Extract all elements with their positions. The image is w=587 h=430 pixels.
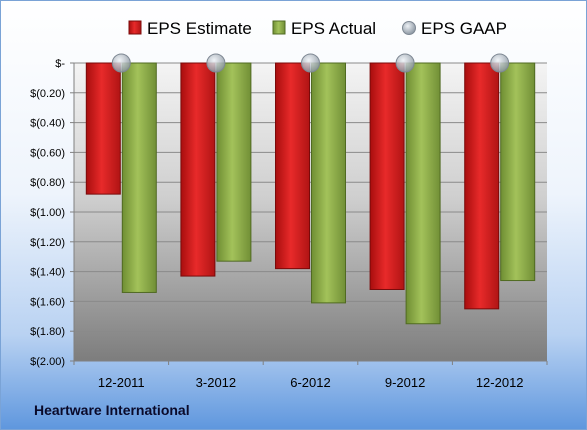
bars <box>85 53 536 325</box>
marker-eps-gaap <box>395 53 415 73</box>
legend-label: EPS Actual <box>291 19 376 38</box>
y-axis: $- $(0.20) $(0.40) $(0.60) $(0.80) $(1.00) $(1… <box>30 58 75 368</box>
y-tick-label: $(1.00) <box>30 207 65 219</box>
bar-eps-estimate <box>369 62 405 290</box>
y-tick-label: $(1.40) <box>30 267 65 279</box>
x-axis: 12-2011 3-2012 6-2012 9-2012 12-2012 <box>73 360 548 390</box>
x-category-label: 9-2012 <box>385 375 425 390</box>
y-tick-label: $(0.40) <box>30 118 65 130</box>
bar-eps-estimate <box>464 62 500 310</box>
marker-eps-gaap <box>111 53 131 73</box>
marker-eps-gaap <box>206 53 226 73</box>
legend-swatch <box>402 21 416 35</box>
y-tick-label: $(1.80) <box>30 326 65 338</box>
y-tick-label: $(0.60) <box>30 147 65 159</box>
bar-eps-actual <box>216 62 252 262</box>
y-tick-label: $(0.20) <box>30 88 65 100</box>
y-tick-label: $(1.60) <box>30 296 65 308</box>
legend-label: EPS GAAP <box>421 19 507 38</box>
legend-label: EPS Estimate <box>147 19 252 38</box>
y-tick-label: $(1.20) <box>30 237 65 249</box>
bar-eps-actual <box>311 62 346 304</box>
y-tick-label: $(2.00) <box>30 356 65 368</box>
bar-eps-estimate <box>275 62 310 270</box>
y-tick-label: $(0.80) <box>30 177 65 189</box>
x-category-label: 6-2012 <box>290 375 330 390</box>
marker-eps-gaap <box>301 53 320 73</box>
bar-eps-actual <box>121 62 157 293</box>
bar-eps-actual <box>405 62 441 325</box>
bar-eps-estimate <box>85 62 121 195</box>
y-tick-label: $- <box>55 58 65 70</box>
legend-swatch <box>272 20 286 35</box>
legend: EPS Estimate EPS Actual EPS GAAP <box>128 19 507 38</box>
x-category-label: 3-2012 <box>196 375 236 390</box>
legend-swatch <box>128 20 142 35</box>
marker-eps-gaap <box>490 53 510 73</box>
bar-eps-actual <box>500 62 536 282</box>
bar-eps-estimate <box>180 62 216 277</box>
x-category-label: 12-2012 <box>476 375 524 390</box>
x-category-label: 12-2011 <box>98 375 145 390</box>
company-label: Heartware International <box>34 402 190 418</box>
